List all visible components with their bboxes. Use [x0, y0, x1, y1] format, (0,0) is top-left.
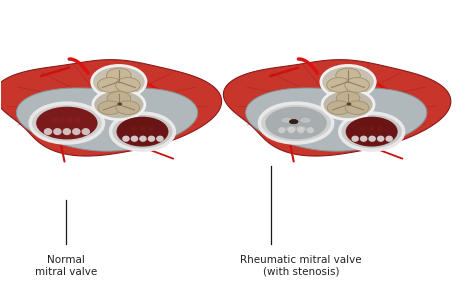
- Ellipse shape: [148, 126, 154, 131]
- Ellipse shape: [107, 68, 131, 83]
- Ellipse shape: [98, 101, 122, 114]
- Ellipse shape: [91, 65, 146, 98]
- Ellipse shape: [44, 128, 52, 135]
- Ellipse shape: [59, 117, 66, 123]
- Ellipse shape: [118, 103, 122, 106]
- Ellipse shape: [265, 107, 327, 140]
- Ellipse shape: [148, 136, 155, 142]
- Ellipse shape: [67, 117, 73, 123]
- Ellipse shape: [385, 136, 393, 142]
- Ellipse shape: [131, 136, 138, 142]
- Ellipse shape: [281, 117, 292, 123]
- Ellipse shape: [30, 103, 103, 143]
- Ellipse shape: [377, 136, 384, 142]
- Ellipse shape: [98, 78, 122, 92]
- Ellipse shape: [156, 136, 164, 142]
- Ellipse shape: [307, 127, 314, 133]
- Polygon shape: [223, 60, 451, 156]
- Ellipse shape: [295, 126, 307, 132]
- Ellipse shape: [336, 68, 360, 83]
- Ellipse shape: [52, 117, 58, 123]
- Ellipse shape: [116, 101, 140, 114]
- Ellipse shape: [336, 92, 360, 105]
- Ellipse shape: [322, 90, 374, 120]
- Ellipse shape: [369, 126, 375, 131]
- Ellipse shape: [288, 127, 295, 133]
- Ellipse shape: [259, 103, 333, 143]
- Ellipse shape: [345, 101, 369, 114]
- Ellipse shape: [36, 107, 98, 140]
- Ellipse shape: [377, 126, 383, 131]
- Ellipse shape: [285, 126, 297, 132]
- Ellipse shape: [290, 120, 298, 124]
- Ellipse shape: [122, 136, 130, 142]
- Ellipse shape: [63, 128, 71, 135]
- Text: Rheumatic mitral valve
(with stenosis): Rheumatic mitral valve (with stenosis): [240, 255, 362, 277]
- Ellipse shape: [327, 101, 351, 114]
- Polygon shape: [246, 88, 427, 151]
- Ellipse shape: [116, 78, 140, 92]
- Ellipse shape: [110, 113, 174, 150]
- Ellipse shape: [139, 136, 147, 142]
- Ellipse shape: [107, 92, 131, 105]
- Ellipse shape: [351, 136, 359, 142]
- Ellipse shape: [53, 128, 62, 135]
- Ellipse shape: [72, 128, 81, 135]
- Ellipse shape: [327, 78, 351, 92]
- Ellipse shape: [131, 126, 137, 131]
- Polygon shape: [17, 88, 198, 151]
- Ellipse shape: [345, 78, 369, 92]
- Ellipse shape: [340, 113, 403, 150]
- Ellipse shape: [321, 65, 375, 98]
- Ellipse shape: [346, 117, 398, 146]
- Ellipse shape: [368, 136, 376, 142]
- Ellipse shape: [82, 128, 90, 135]
- Ellipse shape: [360, 136, 367, 142]
- Ellipse shape: [278, 127, 286, 133]
- Ellipse shape: [346, 103, 351, 106]
- Ellipse shape: [74, 117, 81, 123]
- Ellipse shape: [300, 117, 311, 123]
- Ellipse shape: [360, 126, 366, 131]
- Polygon shape: [0, 60, 222, 156]
- Ellipse shape: [139, 126, 146, 131]
- Text: Normal
mitral valve: Normal mitral valve: [35, 255, 97, 277]
- Ellipse shape: [117, 117, 168, 146]
- Ellipse shape: [297, 127, 305, 133]
- Ellipse shape: [93, 90, 145, 120]
